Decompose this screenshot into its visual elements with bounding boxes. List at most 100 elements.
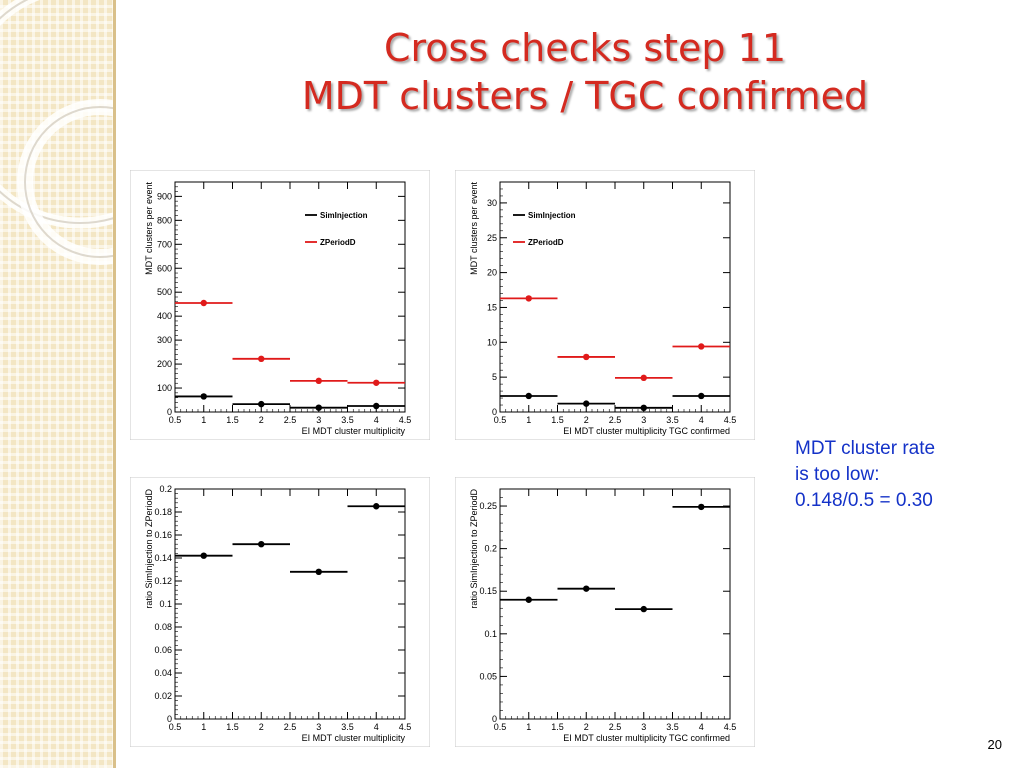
y-tick-label: 300	[157, 335, 172, 345]
y-tick-label: 200	[157, 359, 172, 369]
data-point	[315, 568, 322, 575]
y-tick-label: 0	[167, 407, 172, 417]
y-tick-label: 0.1	[484, 629, 497, 639]
legend-label: SimInjection	[320, 211, 368, 220]
data-point	[583, 353, 590, 361]
chart-mdt-clusters-per-event-tgc-confirmed: 0.5 1 1.5 2 2.5 3 3.5 4 4.5 0 5 10 15 20 25 30 EI MDT cl…	[455, 170, 755, 440]
slide-title-line-2: MDT clusters / TGC confirmed	[301, 74, 869, 118]
x-tick-label: 0.5	[169, 415, 182, 425]
data-point	[373, 379, 380, 386]
y-tick-label: 0.12	[154, 576, 172, 586]
y-tick-label: 0	[492, 714, 497, 724]
data-point	[258, 541, 265, 548]
y-tick-label: 0.06	[154, 645, 172, 655]
y-tick-label: 0	[492, 407, 497, 417]
x-tick-label: 2.5	[284, 415, 297, 425]
page-number: 20	[987, 737, 1002, 752]
rate-note: MDT cluster rate is too low: 0.148/0.5 =…	[795, 436, 935, 514]
data-point	[698, 343, 705, 350]
x-tick-label: 1.5	[226, 415, 239, 425]
x-tick-label: 2.5	[609, 415, 622, 425]
y-tick-label: 800	[157, 215, 172, 225]
y-axis-label: MDT clusters per event	[469, 182, 479, 275]
y-tick-label: 0.18	[154, 507, 172, 517]
data-point	[315, 377, 322, 385]
x-axis-label: EI MDT cluster multiplicity TGC confirme…	[563, 733, 730, 743]
data-point	[315, 404, 322, 411]
rate-note-line-3: 0.148/0.5 = 0.30	[795, 490, 933, 511]
y-tick-label: 600	[157, 263, 172, 273]
x-tick-label: 1.5	[226, 722, 239, 732]
rate-note-line-1: MDT cluster rate	[795, 438, 936, 459]
x-tick-label: 4.5	[724, 415, 737, 425]
x-tick-label: 2.5	[284, 722, 297, 732]
x-tick-label: 3	[316, 722, 321, 732]
x-tick-label: 2	[584, 415, 589, 425]
x-tick-label: 3	[316, 415, 321, 425]
chart-canvas	[130, 170, 430, 440]
y-tick-label: 0.16	[154, 530, 172, 540]
data-point	[640, 605, 647, 613]
decorative-side-panel	[0, 0, 113, 768]
y-tick-label: 0.05	[479, 671, 497, 681]
data-point	[583, 585, 590, 592]
x-tick-label: 4.5	[724, 722, 737, 732]
x-tick-label: 4	[374, 415, 379, 425]
legend-label: SimInjection	[528, 211, 576, 220]
x-tick-label: 3.5	[666, 722, 679, 732]
chart-mdt-clusters-per-event: 0.5 1 1.5 2 2.5 3 3.5 4 4.5 0 100 200 300 400 500 600 70…	[130, 170, 430, 440]
chart-ratio-siminjection-to-zperiodd: 0.5 1 1.5 2 2.5 3 3.5 4 4.5 0 0.02 0.04 0.06 0.08 0.1 0…	[130, 477, 430, 747]
slide-title: Cross checks step 11 MDT clusters / TGC …	[200, 24, 970, 120]
x-tick-label: 4	[374, 722, 379, 732]
data-point	[200, 299, 207, 307]
y-axis-label: ratio SimInjection to ZPeriodD	[144, 489, 154, 609]
x-tick-label: 1	[201, 415, 206, 425]
x-tick-label: 1	[526, 415, 531, 425]
y-tick-label: 0.2	[484, 544, 497, 554]
y-tick-label: 5	[492, 372, 497, 382]
y-tick-label: 0.1	[159, 599, 172, 609]
x-tick-label: 4.5	[399, 722, 412, 732]
x-tick-label: 2	[584, 722, 589, 732]
data-point	[200, 552, 207, 559]
x-tick-label: 1	[526, 722, 531, 732]
x-tick-label: 3.5	[341, 722, 354, 732]
y-tick-label: 0.04	[154, 668, 172, 678]
x-tick-label: 3	[641, 722, 646, 732]
x-tick-label: 1.5	[551, 415, 564, 425]
y-tick-label: 500	[157, 287, 172, 297]
data-point	[640, 374, 647, 382]
y-axis-label: MDT clusters per event	[144, 182, 154, 275]
data-point	[583, 400, 590, 407]
y-tick-label: 100	[157, 383, 172, 393]
y-tick-label: 0.08	[154, 622, 172, 632]
x-tick-label: 4	[699, 722, 704, 732]
chart-canvas	[455, 477, 755, 747]
y-tick-label: 0.02	[154, 691, 172, 701]
chart-canvas	[130, 477, 430, 747]
x-tick-label: 3.5	[341, 415, 354, 425]
y-tick-label: 0.2	[159, 484, 172, 494]
legend-label: ZPeriodD	[320, 238, 356, 247]
x-tick-label: 1.5	[551, 722, 564, 732]
data-point	[698, 392, 705, 400]
decorative-rings	[0, 0, 113, 265]
side-panel-edge	[113, 0, 116, 768]
x-tick-label: 2	[259, 415, 264, 425]
y-tick-label: 10	[487, 337, 497, 347]
y-tick-label: 900	[157, 191, 172, 201]
y-axis-label: ratio SimInjection to ZPeriodD	[469, 489, 479, 609]
x-tick-label: 0.5	[169, 722, 182, 732]
data-point	[525, 596, 532, 603]
y-tick-label: 0.15	[479, 586, 497, 596]
data-point	[373, 503, 380, 510]
y-tick-label: 15	[487, 302, 497, 312]
y-tick-label: 0.25	[479, 501, 497, 511]
y-tick-label: 700	[157, 239, 172, 249]
chart-canvas	[455, 170, 755, 440]
y-tick-label: 25	[487, 233, 497, 243]
data-point	[200, 393, 207, 400]
x-tick-label: 4	[699, 415, 704, 425]
legend-label: ZPeriodD	[528, 238, 564, 247]
x-tick-label: 0.5	[494, 722, 507, 732]
